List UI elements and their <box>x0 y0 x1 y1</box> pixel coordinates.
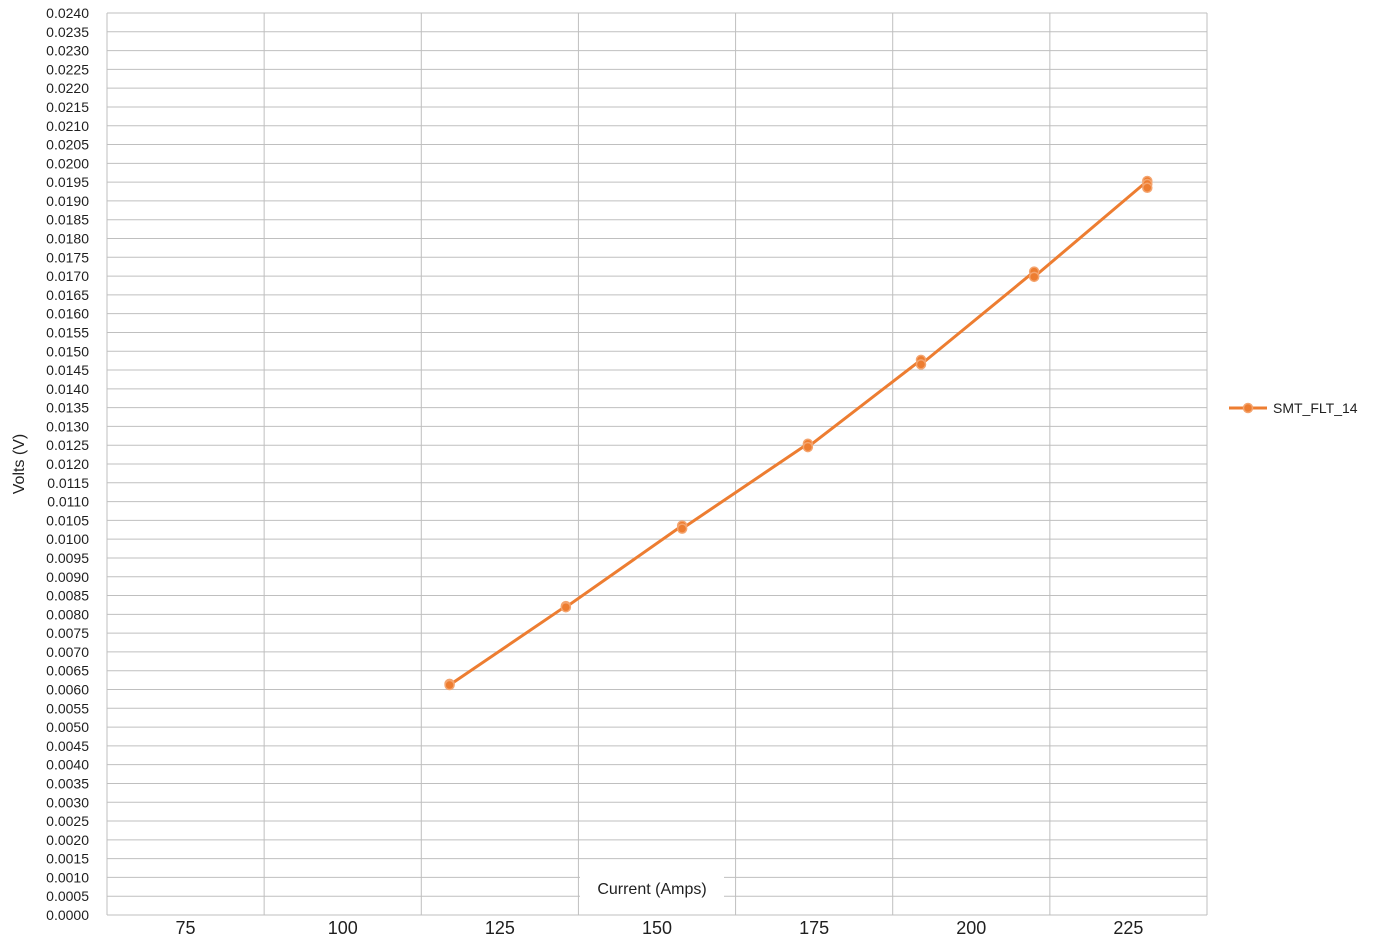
y-tick-label: 0.0240 <box>46 5 89 21</box>
y-tick-label: 0.0110 <box>47 494 89 510</box>
y-tick-label: 0.0040 <box>46 757 89 773</box>
y-tick-label: 0.0000 <box>46 907 89 923</box>
x-axis-title-group: Current (Amps) <box>580 874 724 902</box>
y-tick-label: 0.0235 <box>46 24 89 40</box>
y-tick-label: 0.0210 <box>46 118 89 134</box>
y-tick-label: 0.0120 <box>46 456 89 472</box>
y-tick-label: 0.0165 <box>46 287 89 303</box>
y-tick-label: 0.0090 <box>46 569 89 585</box>
y-tick-label: 0.0100 <box>46 531 89 547</box>
y-tick-label: 0.0070 <box>46 644 89 660</box>
y-tick-label: 0.0230 <box>46 43 89 59</box>
y-tick-label: 0.0080 <box>46 606 89 622</box>
y-tick-label: 0.0020 <box>46 832 89 848</box>
data-point <box>560 601 572 613</box>
y-tick-label: 0.0140 <box>46 381 89 397</box>
y-tick-label: 0.0025 <box>46 813 89 829</box>
y-tick-label: 0.0200 <box>46 155 89 171</box>
y-tick-label: 0.0190 <box>46 193 89 209</box>
y-tick-label: 0.0060 <box>46 682 89 698</box>
y-tick-label: 0.0095 <box>46 550 89 566</box>
data-point <box>444 679 455 691</box>
y-tick-label: 0.0145 <box>46 362 89 378</box>
y-tick-label: 0.0195 <box>46 174 89 190</box>
x-tick-label: 225 <box>1113 918 1143 938</box>
y-tick-label: 0.0045 <box>46 738 89 754</box>
y-tick-label: 0.0010 <box>46 869 89 885</box>
x-axis-title-background <box>580 874 724 902</box>
y-tick-label: 0.0185 <box>46 212 89 228</box>
data-point <box>1028 271 1040 283</box>
y-tick-label: 0.0105 <box>46 512 89 528</box>
y-tick-label: 0.0030 <box>46 794 89 810</box>
y-tick-label: 0.0155 <box>46 324 89 340</box>
legend: SMT_FLT_14 <box>1229 400 1358 416</box>
x-tick-label: 125 <box>485 918 515 938</box>
x-tick-label: 150 <box>642 918 672 938</box>
y-tick-label: 0.0005 <box>46 888 89 904</box>
y-tick-label: 0.0180 <box>46 231 89 247</box>
x-tick-label: 75 <box>176 918 196 938</box>
y-tick-label: 0.0065 <box>46 663 89 679</box>
y-tick-label: 0.0225 <box>46 61 89 77</box>
y-tick-label: 0.0215 <box>46 99 89 115</box>
y-tick-label: 0.0115 <box>47 475 89 491</box>
x-tick-label: 175 <box>799 918 829 938</box>
y-axis-ticks: 0.0000 0.0005 0.0010 0.0015 0.0020 0.0025 0.00… <box>46 5 89 923</box>
y-tick-label: 0.0075 <box>46 625 89 641</box>
data-points-layer <box>444 175 1153 691</box>
y-axis-title: Volts (V) <box>11 434 28 494</box>
legend-label: SMT_FLT_14 <box>1273 400 1358 416</box>
x-tick-label: 100 <box>328 918 358 938</box>
grid-layer <box>106 12 1208 916</box>
legend-point-marker <box>1242 402 1254 414</box>
y-tick-label: 0.0205 <box>46 137 89 153</box>
y-tick-label: 0.0150 <box>46 343 89 359</box>
data-point <box>802 441 814 453</box>
y-tick-label: 0.0220 <box>46 80 89 96</box>
x-axis-title: Current (Amps) <box>597 881 706 898</box>
data-point <box>676 523 688 534</box>
x-tick-label: 200 <box>956 918 986 938</box>
series-line-layer <box>448 179 1149 687</box>
series-line <box>448 179 1149 687</box>
y-tick-label: 0.0170 <box>46 268 89 284</box>
y-tick-label: 0.0085 <box>46 588 89 604</box>
y-tick-label: 0.0135 <box>46 400 89 416</box>
y-tick-label: 0.0055 <box>46 700 89 716</box>
y-tick-label: 0.0035 <box>46 775 89 791</box>
y-tick-label: 0.0125 <box>46 437 89 453</box>
data-point <box>1142 182 1153 194</box>
y-tick-label: 0.0050 <box>46 719 89 735</box>
y-tick-label: 0.0175 <box>46 249 89 265</box>
data-point <box>915 359 927 370</box>
y-tick-label: 0.0130 <box>46 418 89 434</box>
x-axis-ticks: 75 100 125 150 175 200 225 <box>176 918 1144 938</box>
y-tick-label: 0.0015 <box>46 851 89 867</box>
y-tick-label: 0.0160 <box>46 306 89 322</box>
